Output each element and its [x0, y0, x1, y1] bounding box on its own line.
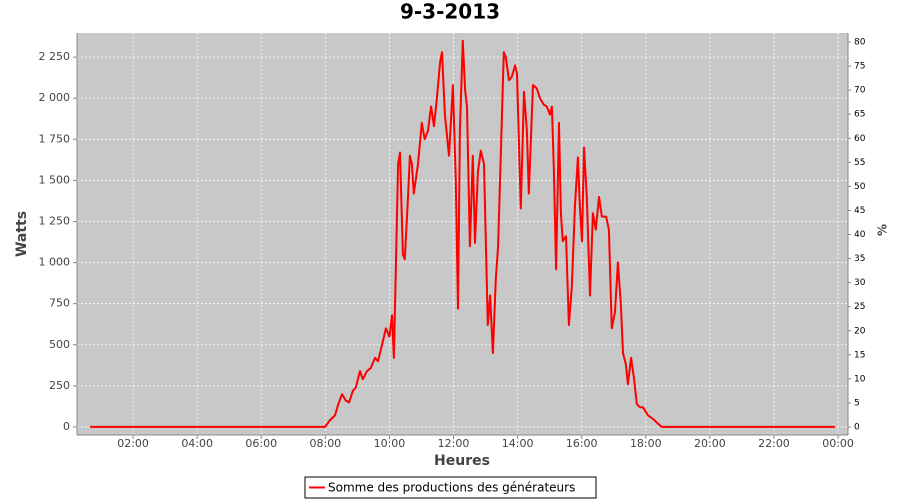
legend-label: Somme des productions des générateurs: [328, 481, 575, 495]
plot-area: [77, 33, 848, 435]
y-tick-label: 0: [63, 420, 70, 433]
y2-tick-label: 20: [854, 326, 866, 336]
y2-tick-label: 30: [854, 278, 866, 288]
y2-tick-label: 50: [854, 182, 866, 192]
y2-axis-label: %: [876, 224, 890, 236]
x-tick-label: 20:00: [694, 437, 726, 450]
x-tick-label: 08:00: [309, 437, 341, 450]
y2-tick-label: 80: [854, 37, 866, 47]
y-tick-label: 250: [49, 379, 70, 392]
data-line: [90, 39, 835, 428]
chart-title: 9-3-2013: [400, 0, 500, 24]
x-tick-label: 22:00: [758, 437, 790, 450]
y-tick-label: 1 250: [39, 215, 71, 228]
y2-tick-label: 40: [854, 230, 866, 240]
y-tick-label: 1 000: [39, 256, 71, 269]
y2-tick-label: 60: [854, 134, 866, 144]
x-tick-label: 18:00: [630, 437, 662, 450]
y2-tick-label: 10: [854, 374, 866, 384]
y2-tick-label: 55: [854, 158, 865, 168]
y-tick-label: 500: [49, 338, 70, 351]
x-tick-label: 10:00: [374, 437, 406, 450]
x-tick-label: 04:00: [181, 437, 213, 450]
y2-tick-label: 45: [854, 206, 865, 216]
y2-tick-label: 75: [854, 62, 865, 72]
y2-tick-label: 15: [854, 350, 865, 360]
legend: [304, 476, 597, 499]
x-tick-label: 02:00: [117, 437, 149, 450]
y-tick-label: 750: [49, 297, 70, 310]
y-tick-label: 2 250: [39, 50, 71, 63]
y-tick-label: 2 000: [39, 91, 71, 104]
y-tick-label: 1 750: [39, 132, 71, 145]
x-tick-label: 14:00: [502, 437, 534, 450]
x-tick-label: 16:00: [566, 437, 598, 450]
y2-tick-label: 5: [854, 398, 860, 408]
y2-tick-label: 70: [854, 86, 866, 96]
y2-tick-label: 0: [854, 423, 860, 433]
x-tick-label: 06:00: [245, 437, 277, 450]
x-tick-label: 00:00: [822, 437, 854, 450]
y2-tick-label: 65: [854, 110, 865, 120]
y-axis-label: Watts: [14, 211, 30, 257]
x-tick-label: 12:00: [438, 437, 470, 450]
y2-tick-label: 35: [854, 254, 865, 264]
y2-tick-label: 25: [854, 302, 865, 312]
y-tick-label: 1 500: [39, 173, 71, 186]
x-axis-label: Heures: [434, 453, 490, 469]
